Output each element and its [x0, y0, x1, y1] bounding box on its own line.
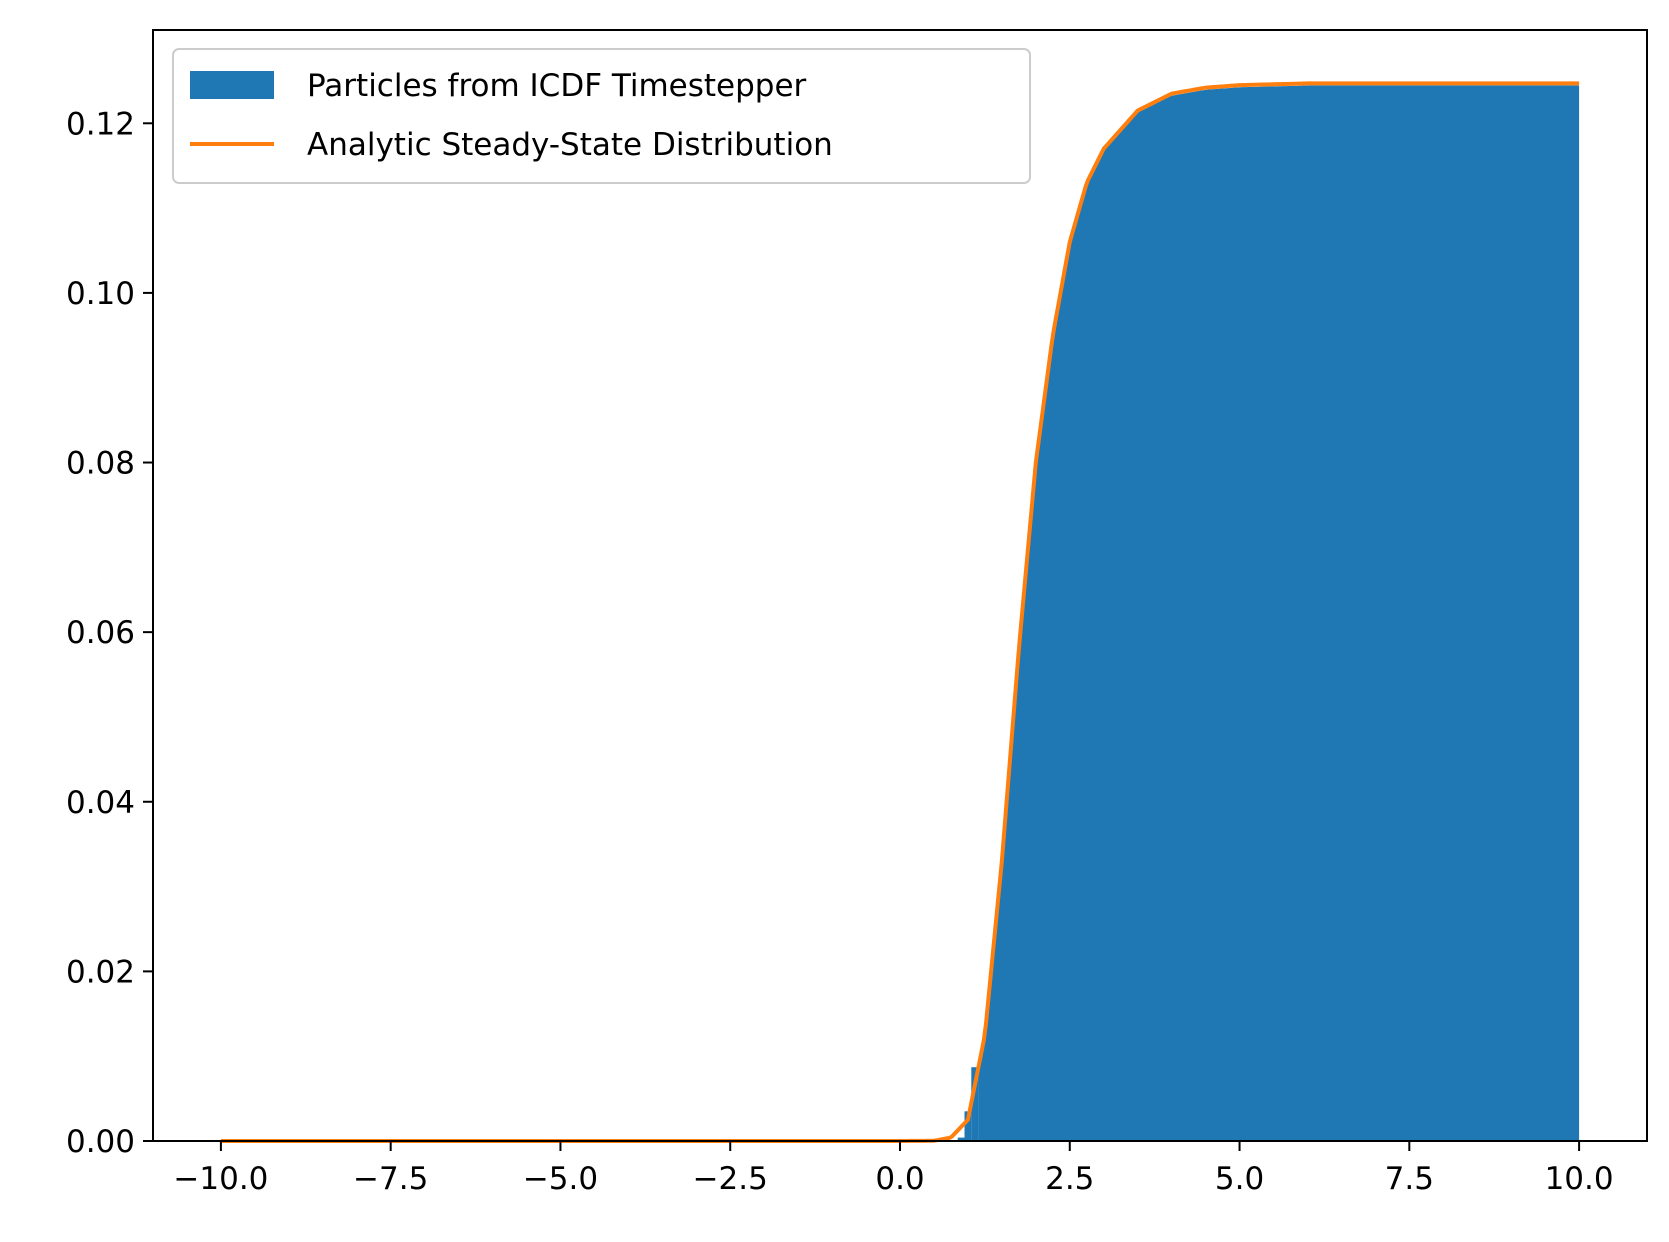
x-tick-label: 10.0 [1545, 1161, 1614, 1197]
y-tick-label: 0.08 [66, 446, 135, 482]
legend-swatch-histogram [190, 71, 274, 99]
legend-label-line: Analytic Steady-State Distribution [307, 127, 833, 163]
y-tick-label: 0.02 [66, 954, 135, 990]
y-tick-label: 0.00 [66, 1124, 135, 1160]
histogram-bar [964, 1111, 972, 1141]
x-tick-label: −7.5 [353, 1161, 428, 1197]
y-tick-label: 0.04 [66, 785, 135, 821]
x-tick-label: 2.5 [1045, 1161, 1094, 1197]
histogram-group [957, 85, 1580, 1141]
y-tick-label: 0.06 [66, 615, 135, 651]
x-tick-label: 7.5 [1385, 1161, 1434, 1197]
y-tick-label: 0.10 [66, 276, 135, 312]
histogram-bar [957, 1137, 965, 1141]
x-tick-label: −2.5 [693, 1161, 768, 1197]
x-tick-label: −10.0 [173, 1161, 268, 1197]
y-tick-label: 0.12 [66, 106, 135, 142]
histogram-fill [978, 85, 1580, 1141]
legend-label-histogram: Particles from ICDF Timestepper [307, 68, 807, 104]
legend-box [172, 48, 1031, 184]
x-tick-label: −5.0 [523, 1161, 598, 1197]
legend: Particles from ICDF Timestepper Analytic… [172, 48, 1031, 184]
x-tick-label: 0.0 [875, 1161, 924, 1197]
x-tick-label: 5.0 [1215, 1161, 1264, 1197]
x-axis: −10.0 −7.5 −5.0 −2.5 0.0 2.5 5.0 7.5 10.0 [173, 1141, 1614, 1197]
y-axis: 0.00 0.02 0.04 0.06 0.08 0.10 0.12 [66, 106, 153, 1160]
histogram-bar [971, 1067, 979, 1141]
